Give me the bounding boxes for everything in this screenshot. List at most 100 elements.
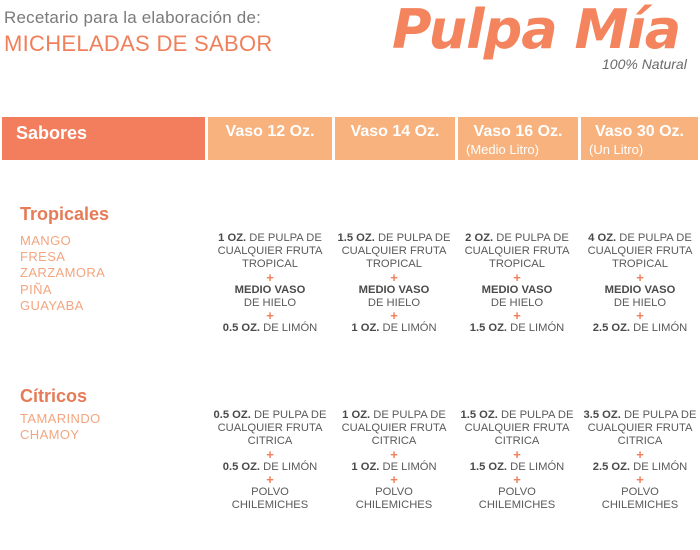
pulp-amount: 0.5 OZ.	[213, 409, 251, 421]
plus-sign: +	[266, 308, 274, 324]
column-header-label: Vaso 14 Oz.	[350, 123, 440, 140]
flavor-item: GUAYABA	[20, 297, 84, 313]
lime-text: DE LIMÓN	[263, 460, 318, 473]
lime-text: DE LIMÓN	[510, 460, 565, 473]
lime-text: DE LIMÓN	[510, 322, 565, 335]
recipe-cell-tropicales: 1 OZ. DE PULPA DE CUALQUIER FRUTA TROPICAL…	[206, 232, 334, 335]
column-header-sublabel: (Un Litro)	[589, 142, 644, 157]
pulp-text: DE PULPA DE	[377, 232, 451, 244]
plus-sign: +	[513, 446, 521, 462]
pulp-text: DE PULPA DE	[253, 409, 327, 421]
ice-amount: MEDIO VASO	[481, 283, 553, 296]
powder-text-line1: POLVO	[498, 485, 536, 498]
ice-amount: MEDIO VASO	[234, 283, 306, 296]
flavor-item: TAMARINDO	[20, 411, 101, 426]
flavor-item: MANGO	[20, 233, 72, 248]
pulp-text-line3: TROPICAL	[366, 258, 422, 271]
pulp-text-line3: CITRICA	[247, 435, 293, 448]
brand-tagline: 100% Natural	[602, 56, 687, 72]
pulp-text: DE PULPA DE	[500, 409, 574, 421]
lime-text: DE LIMÓN	[382, 322, 437, 335]
plus-sign: +	[636, 269, 644, 285]
column-header-label: Vaso 12 Oz.	[225, 123, 315, 140]
pulp-amount: 3.5 OZ.	[583, 409, 621, 421]
lime-text: DE LIMÓN	[633, 322, 688, 335]
column-header-sabores: Sabores	[2, 117, 205, 160]
ice-text: DE HIELO	[367, 296, 421, 309]
lime-amount: 1 OZ.	[351, 460, 380, 473]
ice-text: DE HIELO	[243, 296, 297, 309]
plus-sign: +	[636, 308, 644, 324]
plus-sign: +	[513, 308, 521, 324]
recipe-cell-tropicales: 4 OZ. DE PULPA DE CUALQUIER FRUTA TROPICAL…	[576, 232, 700, 335]
powder-text-line1: POLVO	[251, 485, 289, 498]
pulp-text-line3: CITRICA	[494, 435, 540, 448]
lime-text: DE LIMÓN	[382, 460, 437, 473]
lime-amount: 1.5 OZ.	[469, 460, 508, 473]
pulp-amount: 1 OZ.	[218, 232, 247, 244]
category-title-citricos: Cítricos	[20, 386, 88, 406]
plus-sign: +	[266, 269, 274, 285]
pulp-amount: 2 OZ.	[465, 232, 494, 244]
plus-sign: +	[390, 269, 398, 285]
pulp-text-line2: CUALQUIER FRUTA	[464, 422, 570, 435]
plus-sign: +	[390, 446, 398, 462]
brand-logo: Pulpa Mía	[392, 0, 681, 61]
powder-text-line2: CHILEMICHES	[355, 499, 433, 512]
pulp-amount: 4 OZ.	[588, 232, 617, 244]
recipe-cell-tropicales: 2 OZ. DE PULPA DE CUALQUIER FRUTA TROPICAL…	[453, 232, 581, 335]
recipe-cell-citricos: 1 OZ. DE PULPA DE CUALQUIER FRUTA CITRICA +…	[330, 409, 458, 512]
column-header-30oz: Vaso 30 Oz. (Un Litro)	[581, 117, 698, 160]
column-header-label: Vaso 30 Oz.	[595, 123, 684, 140]
recipe-cell-citricos: 1.5 OZ. DE PULPA DE CUALQUIER FRUTA CITRIC…	[453, 409, 581, 512]
powder-text-line2: CHILEMICHES	[478, 499, 556, 512]
pulp-text-line2: CUALQUIER FRUTA	[341, 245, 447, 258]
document-subtitle: Recetario para la elaboración de:	[4, 8, 262, 27]
column-header-12oz: Vaso 12 Oz.	[208, 117, 332, 160]
pulp-text-line3: CITRICA	[617, 435, 663, 448]
flavor-item: PIÑA	[20, 281, 52, 297]
plus-sign: +	[513, 471, 521, 487]
flavor-list-citricos: TAMARINDO CHAMOY	[20, 411, 101, 443]
powder-text-line1: POLVO	[375, 485, 413, 498]
lime-amount: 2.5 OZ.	[592, 322, 631, 335]
column-header-sublabel: (Medio Litro)	[466, 142, 539, 157]
pulp-text: DE PULPA DE	[496, 232, 569, 244]
column-header-14oz: Vaso 14 Oz.	[335, 117, 455, 160]
plus-sign: +	[390, 471, 398, 487]
powder-text-line2: CHILEMICHES	[231, 499, 309, 512]
pulp-text-line2: CUALQUIER FRUTA	[217, 422, 323, 435]
plus-sign: +	[390, 308, 398, 324]
plus-sign: +	[636, 471, 644, 487]
category-title-tropicales: Tropicales	[20, 204, 110, 224]
column-header-label: Sabores	[16, 123, 88, 143]
lime-amount: 0.5 OZ.	[222, 322, 261, 335]
document-title: MICHELADAS DE SABOR	[4, 31, 273, 56]
recipe-cell-citricos: 3.5 OZ. DE PULPA DE CUALQUIER FRUTA CITRIC…	[576, 409, 700, 512]
flavor-item: FRESA	[20, 249, 66, 265]
column-header-16oz: Vaso 16 Oz. (Medio Litro)	[458, 117, 578, 160]
plus-sign: +	[513, 269, 521, 285]
pulp-text-line2: CUALQUIER FRUTA	[587, 245, 693, 258]
lime-text: DE LIMÓN	[263, 322, 318, 335]
pulp-text: DE PULPA DE	[373, 409, 446, 421]
pulp-text: DE PULPA DE	[619, 232, 692, 244]
lime-amount: 2.5 OZ.	[592, 460, 631, 473]
lime-amount: 1 OZ.	[351, 322, 380, 335]
ice-text: DE HIELO	[613, 296, 667, 309]
pulp-text-line3: CITRICA	[371, 435, 417, 448]
pulp-text-line2: CUALQUIER FRUTA	[217, 245, 323, 258]
recipe-cell-tropicales: 1.5 OZ. DE PULPA DE CUALQUIER FRUTA TROPIC…	[330, 232, 458, 335]
flavor-item: ZARZAMORA	[20, 265, 106, 281]
ice-amount: MEDIO VASO	[358, 283, 430, 296]
powder-text-line1: POLVO	[621, 485, 659, 498]
ice-amount: MEDIO VASO	[604, 283, 676, 296]
pulp-text-line3: TROPICAL	[489, 258, 545, 271]
recipe-cell-citricos: 0.5 OZ. DE PULPA DE CUALQUIER FRUTA CITRIC…	[206, 409, 334, 512]
pulp-text-line2: CUALQUIER FRUTA	[464, 245, 570, 258]
pulp-amount: 1.5 OZ.	[460, 409, 498, 421]
pulp-text: DE PULPA DE	[623, 409, 697, 421]
pulp-amount: 1 OZ.	[342, 409, 371, 421]
flavor-list-tropicales: MANGO FRESA ZARZAMORA PIÑA GUAYABA	[20, 233, 105, 314]
pulp-text-line3: TROPICAL	[612, 258, 668, 271]
